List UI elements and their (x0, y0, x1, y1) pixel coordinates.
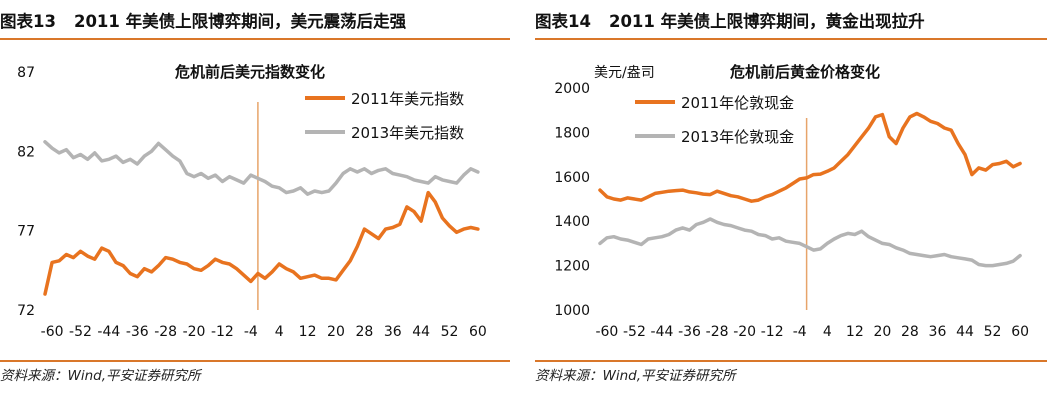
x-tick-label: -44 (97, 324, 120, 340)
x-tick-label: 20 (873, 324, 891, 340)
x-tick-label: -28 (154, 324, 177, 340)
series-line-2011 (43, 190, 480, 296)
y-tick-label: 1600 (554, 170, 590, 186)
y-tick-label: 1000 (554, 303, 590, 319)
series-line-2013 (43, 140, 480, 196)
x-tick-label: -20 (183, 324, 206, 340)
y-tick-label: 72 (17, 303, 35, 319)
y-tick-label: 87 (17, 65, 35, 81)
y-tick-label: 1200 (554, 259, 590, 275)
x-tick-label: 4 (275, 324, 284, 340)
chart-title: 危机前后黄金价格变化 (730, 63, 880, 81)
series-line-2011 (598, 111, 1022, 203)
y-tick-label: 82 (17, 144, 35, 160)
figure-14-top-rule (535, 38, 1047, 40)
legend-label: 2011年美元指数 (351, 90, 464, 108)
x-tick-label: -12 (211, 324, 234, 340)
y-tick-label: 77 (17, 224, 35, 240)
x-tick-label: -44 (651, 324, 674, 340)
x-tick-label: 44 (956, 324, 974, 340)
gold-price-chart: 危机前后黄金价格变化 美元/盎司 1000 1200 1400 1600 1800 2000 -… (554, 63, 1029, 340)
x-tick-label: 36 (384, 324, 402, 340)
x-tick-label: -36 (126, 324, 149, 340)
x-tick-label: 52 (441, 324, 459, 340)
figure-14-header: 图表14 2011 年美债上限博弈期间，黄金出现拉升 (535, 8, 925, 32)
x-tick-label: -36 (678, 324, 701, 340)
y-axis-unit-label: 美元/盎司 (594, 65, 655, 81)
figure-13-panel: 图表13 2011 年美债上限博弈期间，美元震荡后走强 危机前后美元指数变化 72 7… (0, 0, 515, 400)
y-tick-label: 2000 (554, 81, 590, 97)
legend-label: 2013年美元指数 (351, 124, 464, 142)
x-tick-label: 52 (984, 324, 1002, 340)
x-tick-label: 60 (469, 324, 487, 340)
y-tick-label: 1400 (554, 214, 590, 230)
x-tick-label: -52 (623, 324, 646, 340)
figure-13-title: 2011 年美债上限博弈期间，美元震荡后走强 (73, 12, 407, 31)
y-tick-label: 1800 (554, 125, 590, 141)
x-tick-label: 60 (1011, 324, 1029, 340)
x-tick-label: -12 (761, 324, 784, 340)
x-tick-label: 28 (901, 324, 919, 340)
legend-label: 2011年伦敦现金 (681, 94, 794, 112)
figure-14-panel: 图表14 2011 年美债上限博弈期间，黄金出现拉升 危机前后黄金价格变化 美元/盎… (535, 0, 1050, 400)
x-tick-label: -60 (595, 324, 618, 340)
figure-14-number: 图表14 (535, 12, 591, 31)
series-line-2013 (598, 217, 1022, 268)
figure-14-source: 资料来源：Wind,平安证券研究所 (535, 368, 736, 384)
figure-13-top-rule (0, 38, 510, 40)
x-tick-label: 4 (823, 324, 832, 340)
figure-13-bottom-rule (0, 360, 510, 362)
x-tick-label: -4 (793, 324, 807, 340)
figure-13-source: 资料来源：Wind,平安证券研究所 (0, 368, 201, 384)
legend-label: 2013年伦敦现金 (681, 128, 794, 146)
x-tick-label: 28 (355, 324, 373, 340)
x-tick-label: -60 (41, 324, 64, 340)
figure-13-number: 图表13 (0, 12, 56, 31)
x-tick-label: 44 (412, 324, 430, 340)
x-tick-label: -4 (244, 324, 258, 340)
figure-14-bottom-rule (535, 360, 1047, 362)
x-tick-label: 20 (327, 324, 345, 340)
x-tick-label: -28 (706, 324, 729, 340)
x-tick-label: -20 (733, 324, 756, 340)
figure-14-title: 2011 年美债上限博弈期间，黄金出现拉升 (608, 12, 925, 31)
x-tick-label: 12 (846, 324, 864, 340)
x-tick-label: -52 (69, 324, 92, 340)
x-tick-label: 36 (929, 324, 947, 340)
figure-13-header: 图表13 2011 年美债上限博弈期间，美元震荡后走强 (0, 8, 406, 32)
x-tick-label: 12 (299, 324, 317, 340)
chart-title: 危机前后美元指数变化 (175, 63, 325, 81)
